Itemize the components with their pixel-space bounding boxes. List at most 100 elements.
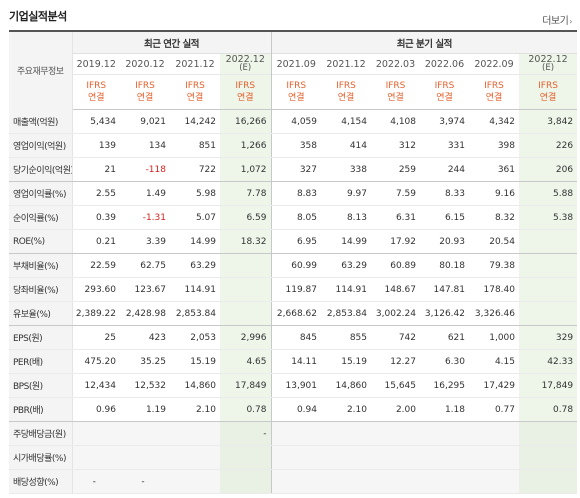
value-cell: 414: [321, 133, 371, 158]
value-cell: 2.10: [170, 397, 220, 422]
basis-scope: 연결: [387, 93, 404, 103]
value-cell: 25: [72, 325, 120, 350]
value-cell: [420, 469, 469, 494]
value-cell: 2,668.62: [270, 301, 321, 326]
value-cell: 9,021: [120, 109, 170, 134]
period-label: 2021.12: [175, 58, 215, 70]
value-cell: 35.25: [120, 349, 170, 374]
value-cell: 119.87: [270, 277, 321, 302]
value-cell: [270, 445, 321, 470]
value-cell: 423: [120, 325, 170, 350]
value-cell: [170, 421, 220, 446]
value-cell: 722: [170, 157, 220, 182]
period-header: 2021.09: [270, 53, 321, 75]
accounting-basis: IFRS 연결: [170, 74, 220, 110]
table-row: 주당배당금(원) -: [9, 421, 578, 446]
accounting-basis: IFRS 연결: [420, 74, 469, 110]
value-cell: 60.89: [371, 253, 420, 278]
period-header: 2021.12: [321, 53, 371, 75]
value-cell: 8.05: [270, 205, 321, 230]
row-label: 주당배당금(원): [9, 421, 73, 446]
value-cell: 4.15: [469, 349, 519, 374]
basis-scope: 연결: [236, 93, 254, 103]
value-cell: 8.32: [469, 205, 519, 230]
value-cell: -: [72, 469, 120, 494]
value-cell: 14,860: [321, 373, 371, 398]
value-cell: 8.83: [270, 181, 321, 206]
value-cell: [371, 445, 420, 470]
group-header-quarterly: 최근 분기 실적: [270, 30, 578, 54]
value-cell: [420, 421, 469, 446]
value-cell: [220, 301, 271, 326]
value-cell: 4,154: [321, 109, 371, 134]
value-cell: 0.96: [72, 397, 120, 422]
value-cell: 114.91: [170, 277, 220, 302]
basis-standard: IFRS: [434, 81, 455, 91]
value-cell: 621: [420, 325, 469, 350]
value-cell: 845: [270, 325, 321, 350]
value-cell: 293.60: [72, 277, 120, 302]
basis-standard: IFRS: [385, 81, 406, 91]
value-cell: [519, 445, 578, 470]
period-label: 2022.03: [375, 58, 416, 70]
value-cell: 5.98: [170, 181, 220, 206]
basis-scope: 연결: [287, 93, 305, 103]
table-row: EPS(원) 25 423 2,053 2,996 845 855 742 621 1,000 32…: [9, 325, 578, 350]
value-cell: [519, 421, 578, 446]
value-cell: [270, 469, 321, 494]
row-label: EPS(원): [9, 325, 73, 350]
value-cell: [371, 469, 420, 494]
value-cell: 148.67: [371, 277, 420, 302]
accounting-basis: IFRS 연결: [72, 74, 120, 110]
basis-scope: 연결: [186, 93, 204, 103]
value-cell: 17,429: [469, 373, 519, 398]
value-cell: 1,266: [220, 133, 271, 158]
value-cell: 147.81: [420, 277, 469, 302]
value-cell: 14.99: [170, 229, 220, 254]
value-cell: [371, 421, 420, 446]
accounting-basis: IFRS 연결: [321, 74, 371, 110]
value-cell: 226: [519, 133, 578, 158]
value-cell: 1,000: [469, 325, 519, 350]
value-cell: 2.55: [72, 181, 120, 206]
table-row: PBR(배) 0.96 1.19 2.10 0.78 0.94 2.10 2.00 1.18 0.…: [9, 397, 578, 422]
value-cell: 0.94: [270, 397, 321, 422]
value-cell: 123.67: [120, 277, 170, 302]
basis-scope: 연결: [337, 93, 355, 103]
value-cell: 2,853.84: [321, 301, 371, 326]
value-cell: [469, 421, 519, 446]
value-cell: 1.19: [120, 397, 170, 422]
value-cell: 329: [519, 325, 578, 350]
value-cell: 361: [469, 157, 519, 182]
period-header: 2022.12 (E): [220, 53, 271, 75]
basis-scope: 연결: [539, 93, 557, 103]
value-cell: 2.00: [371, 397, 420, 422]
value-cell: 1.18: [420, 397, 469, 422]
value-cell: 338: [321, 157, 371, 182]
more-link[interactable]: 더보기›: [542, 12, 572, 27]
period-header: 2022.12 (E): [519, 53, 578, 75]
accounting-basis: IFRS 연결: [519, 74, 578, 110]
value-cell: 2,053: [170, 325, 220, 350]
accounting-basis: IFRS 연결: [120, 74, 170, 110]
basis-standard: IFRS: [286, 81, 307, 91]
value-cell: 60.99: [270, 253, 321, 278]
value-cell: 9.97: [321, 181, 371, 206]
value-cell: 2,428.98: [120, 301, 170, 326]
value-cell: 1.49: [120, 181, 170, 206]
value-cell: 15.19: [170, 349, 220, 374]
value-cell: 14,242: [170, 109, 220, 134]
period-header: 2021.12: [170, 53, 220, 75]
value-cell: -: [220, 421, 271, 446]
estimate-marker: (E): [239, 63, 252, 73]
value-cell: 5.88: [519, 181, 578, 206]
value-cell: [72, 445, 120, 470]
section-title: 기업실적분석: [9, 10, 67, 23]
value-cell: [519, 277, 578, 302]
row-label: 영업이익(억원): [9, 133, 73, 158]
section-header: 기업실적분석 더보기›: [0, 0, 580, 30]
basis-standard: IFRS: [538, 81, 558, 91]
period-label: 2022.09: [474, 58, 514, 70]
value-cell: 0.78: [220, 397, 271, 422]
value-cell: 12,532: [120, 373, 170, 398]
